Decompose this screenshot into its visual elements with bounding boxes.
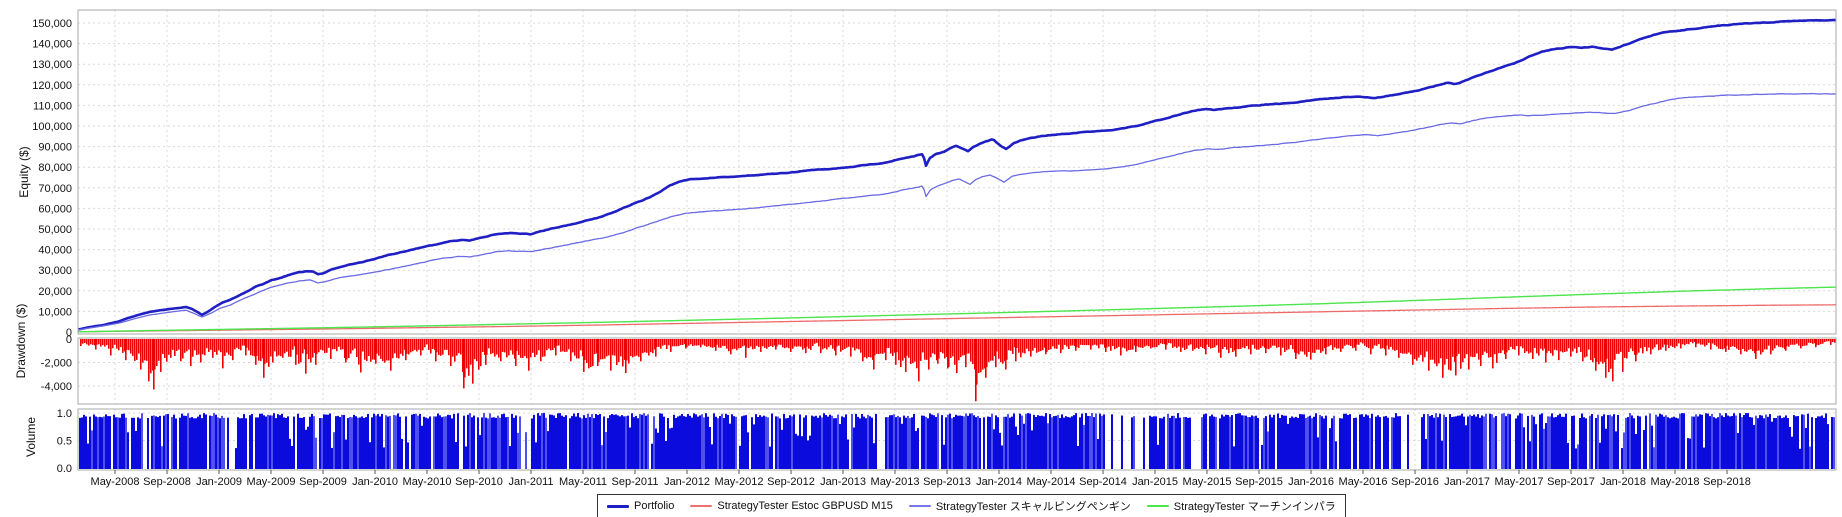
x-tick-label: May-2009 [247,476,296,488]
martin-line [77,286,1837,333]
volume-tick-label: 0.0 [57,463,72,475]
x-tick-label: Sep-2011 [612,476,659,488]
x-tick-label: May-2011 [559,476,607,488]
x-tick-label: Sep-2018 [1703,476,1751,488]
legend-label-portfolio: Portfolio [634,500,675,512]
portfolio-line-swatch [607,504,629,508]
x-tick-label: Sep-2008 [143,476,191,488]
x-tick-label: Jan-2016 [1288,476,1334,488]
volume-tick-label: 1.0 [57,408,72,420]
estoc-line-swatch [690,505,713,507]
legend-item-portfolio: Portfolio [607,500,674,512]
x-tick-label: Jan-2018 [1600,476,1646,488]
x-tick-label: Sep-2012 [767,476,815,488]
chart-legend: Portfolio StrategyTester Estoc GBPUSD M1… [597,494,1346,517]
x-tick-label: Sep-2016 [1391,476,1439,488]
volume-tick-label: 0.5 [57,436,72,448]
legend-label-scalping: StrategyTester スキャルピングペンギン [935,501,1131,513]
equity-tick-label: 90,000 [38,142,72,154]
x-tick-label: Sep-2009 [299,476,347,488]
x-tick-label: May-2017 [1495,476,1544,488]
equity-tick-label: 80,000 [38,162,72,174]
x-tick-label: Sep-2013 [923,476,971,488]
equity-tick-label: 120,000 [32,80,72,92]
x-tick-label: May-2013 [871,476,920,488]
axis-tick-labels: 150,000 140,000 130,000 120,000 110,000 100,0… [32,18,1751,488]
equity-tick-label: 50,000 [38,224,72,236]
gridlines [78,10,1836,470]
equity-tick-label: 150,000 [32,18,72,30]
drawdown-tick-label: -2,000 [41,358,72,370]
panel-frames [77,9,1837,471]
legend-item-scalping: StrategyTester スキャルピングペンギン [908,498,1131,514]
x-tick-label: May-2010 [403,476,452,488]
x-tick-label: May-2012 [715,476,764,488]
x-tick-label: Jan-2017 [1444,476,1490,488]
drawdown-tick-label: -4,000 [41,381,72,393]
portfolio-line [77,18,1837,331]
x-tick-label: Jan-2012 [664,476,710,488]
equity-tick-label: 40,000 [38,245,72,257]
x-tick-label: May-2018 [1651,476,1700,488]
x-tick-label: Sep-2017 [1547,476,1595,488]
estoc-line [77,304,1837,333]
equity-tick-label: 140,000 [32,39,72,51]
equity-tick-label: 130,000 [32,59,72,71]
x-tick-label: Jan-2014 [976,476,1022,488]
x-tick-label: May-2008 [91,476,140,488]
equity-tick-label: 60,000 [38,203,72,215]
equity-tick-label: 100,000 [32,121,72,133]
equity-tick-label: 0 [66,327,72,339]
drawdown-tick-label: 0 [66,334,72,346]
x-tick-label: May-2014 [1027,476,1076,488]
equity-tick-label: 70,000 [38,183,72,195]
volume-bars [79,413,1835,469]
drawdown-bars [80,339,1836,402]
x-tick-label: Sep-2015 [1235,476,1283,488]
x-tick-label: Jan-2010 [352,476,398,488]
equity-tick-label: 10,000 [38,306,72,318]
legend-label-martin: StrategyTester マーチンインパラ [1173,501,1336,513]
legend-item-estoc: StrategyTester Estoc GBPUSD M15 [690,500,893,512]
equity-tick-label: 30,000 [38,265,72,277]
scalping-line-swatch [908,505,931,507]
volume-axis-title: Volume [24,416,38,458]
equity-tick-label: 110,000 [33,100,72,112]
x-tick-label: Jan-2015 [1132,476,1178,488]
martin-line-swatch [1146,505,1169,507]
legend-item-martin: StrategyTester マーチンインパラ [1146,498,1336,514]
scalping-line [77,92,1837,331]
equity-axis-title: Equity ($) [17,146,31,198]
equity-lines [77,18,1837,333]
x-tick-label: May-2015 [1183,476,1232,488]
x-tick-label: Jan-2011 [508,476,553,488]
x-tick-label: Jan-2013 [820,476,866,488]
x-tick-label: May-2016 [1339,476,1388,488]
drawdown-axis-title: Drawdown ($) [14,303,28,379]
equity-tick-label: 20,000 [38,286,72,298]
x-tick-label: Sep-2010 [455,476,503,488]
x-tick-label: Sep-2014 [1079,476,1127,488]
x-tick-label: Jan-2009 [196,476,242,488]
legend-label-estoc: StrategyTester Estoc GBPUSD M15 [717,500,893,512]
